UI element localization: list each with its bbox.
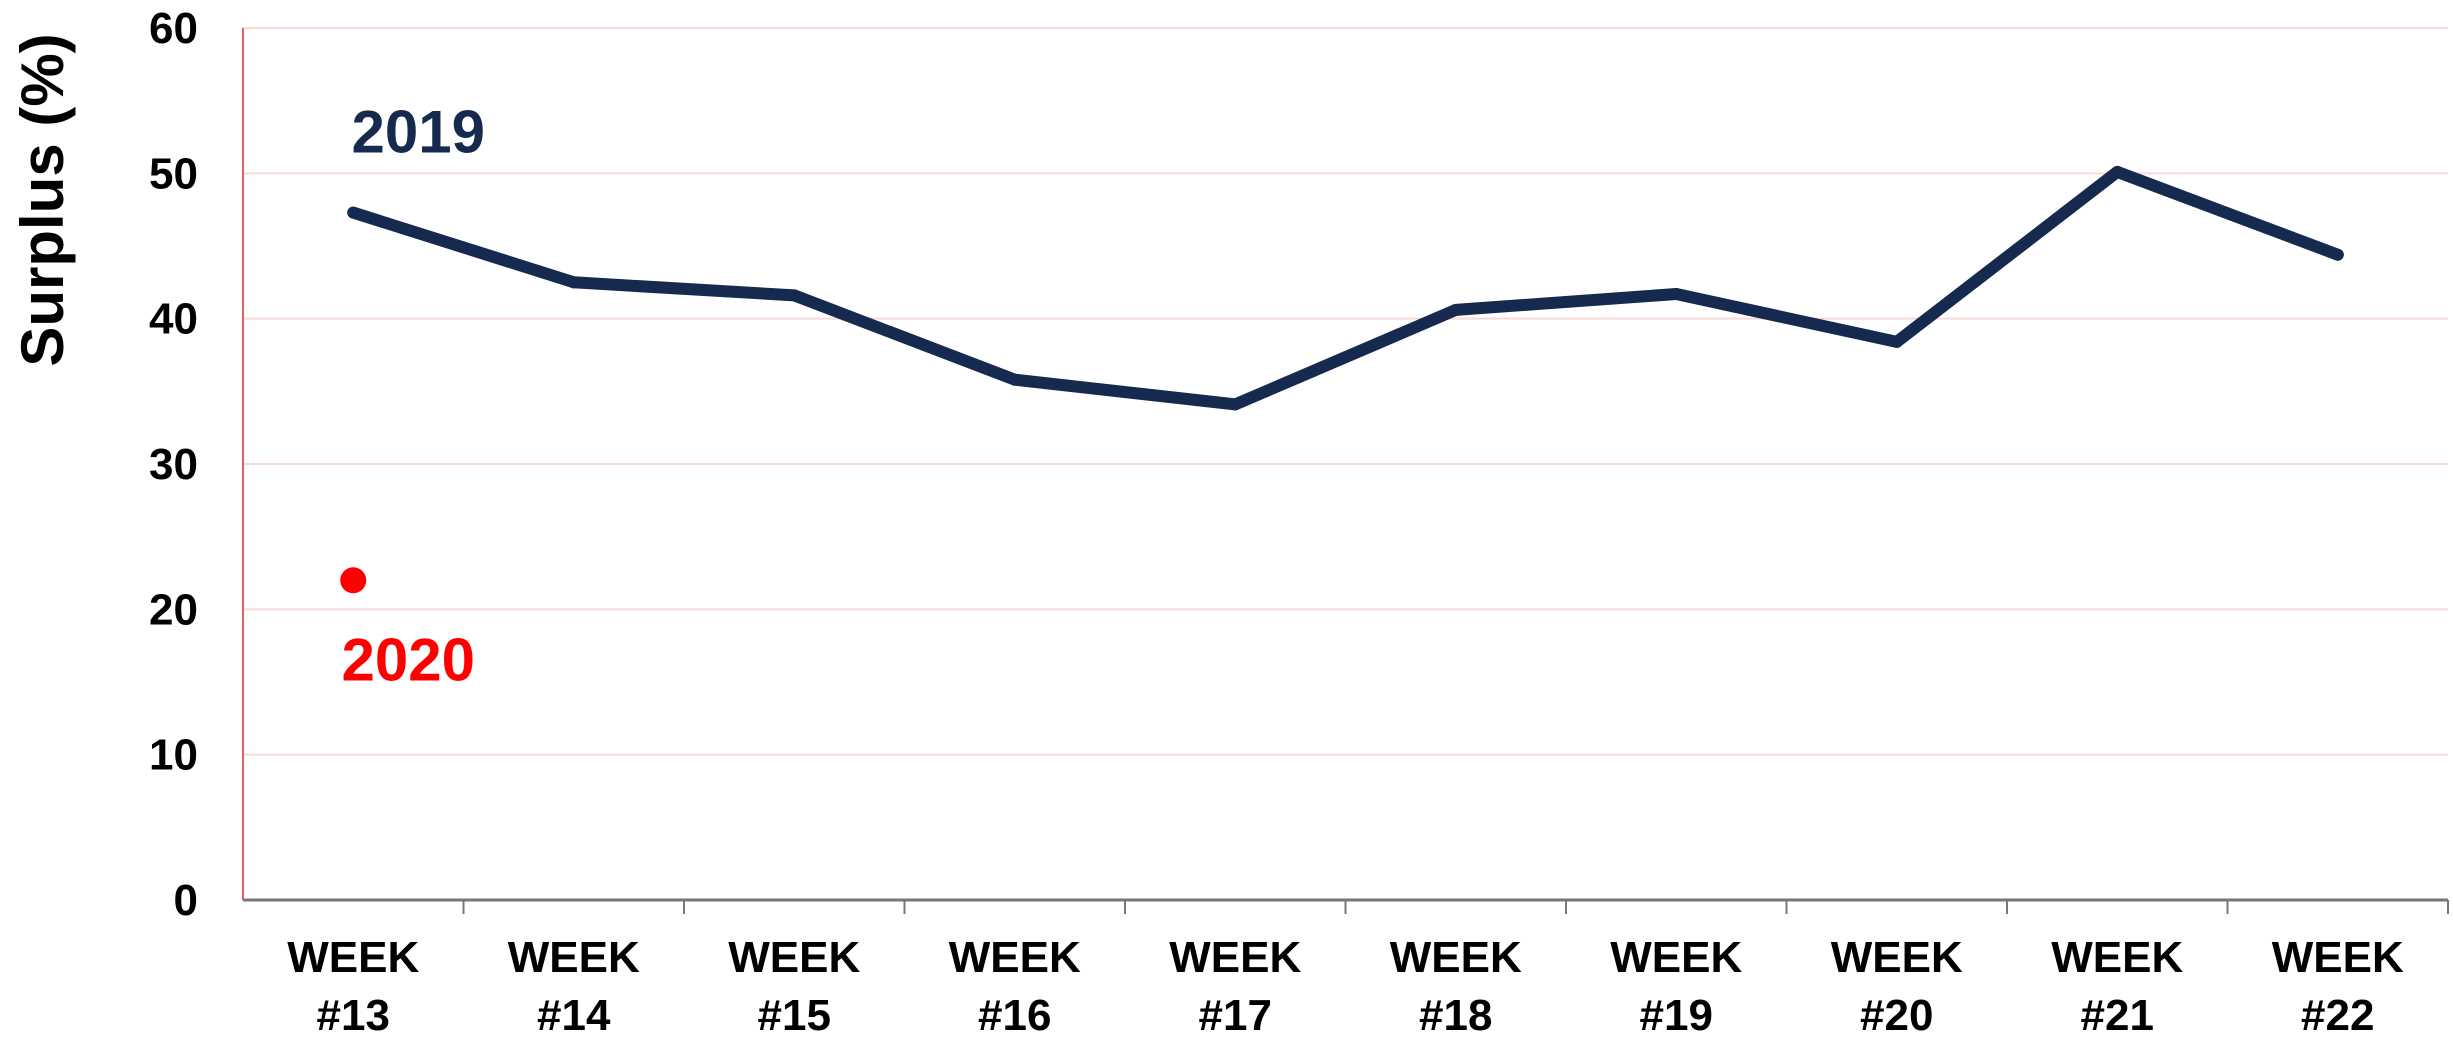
series-label-2019: 2019 <box>352 99 485 166</box>
data-point-2019 <box>347 206 360 219</box>
series-label-2020: 2020 <box>342 626 475 693</box>
x-category-label: WEEK #22 <box>2272 933 2404 1035</box>
x-category-label: WEEK #14 <box>508 933 640 1035</box>
axes <box>242 28 2449 914</box>
data-point-2019 <box>1670 287 1683 300</box>
series-labels: 2019 2020 <box>342 99 485 694</box>
data-point-2019 <box>567 276 580 289</box>
y-tick-label: 30 <box>149 440 198 489</box>
data-point-2019 <box>2111 165 2124 178</box>
data-point-2019 <box>1449 303 1462 316</box>
data-point-2019 <box>1008 373 1021 386</box>
x-category-label: WEEK #13 <box>287 933 419 1035</box>
y-axis-title: Surplus (%) <box>9 33 76 366</box>
y-tick-label: 40 <box>149 295 198 344</box>
series <box>340 165 2344 594</box>
data-point-2019 <box>788 289 801 302</box>
y-tick-label: 0 <box>174 876 198 925</box>
x-category-labels: WEEK #13 WEEK #14 WEEK #15 WEEK #16 WEEK #17 WEEK #… <box>287 933 2404 1040</box>
series-line-2019 <box>347 165 2344 411</box>
gridlines <box>243 27 2448 756</box>
y-tick-label: 50 <box>149 149 198 198</box>
y-tick-label: 10 <box>149 731 198 780</box>
x-category-label: WEEK #19 <box>1610 933 1742 1035</box>
x-category-label: WEEK #21 <box>2051 933 2183 1035</box>
data-point-2019 <box>1890 335 1903 348</box>
x-category-label: WEEK #15 <box>728 933 860 1035</box>
y-tick-labels: 0 10 20 30 40 50 60 <box>149 4 198 925</box>
data-point-2019 <box>2331 248 2344 261</box>
x-category-label: WEEK #18 <box>1390 933 1522 1035</box>
y-tick-label: 20 <box>149 585 198 634</box>
x-category-label: WEEK #17 <box>1169 933 1301 1035</box>
x-category-label: WEEK #20 <box>1831 933 1963 1035</box>
data-point-2020 <box>340 567 367 594</box>
data-point-2019 <box>1229 398 1242 411</box>
y-tick-label: 60 <box>149 4 198 53</box>
x-category-label: WEEK #16 <box>949 933 1081 1035</box>
